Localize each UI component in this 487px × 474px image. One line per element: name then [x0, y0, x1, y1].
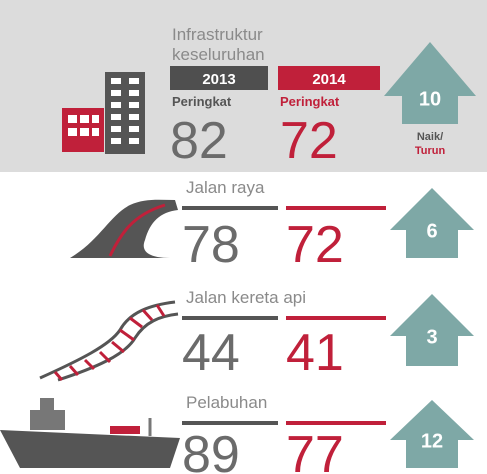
rank-2014: 77 — [286, 426, 344, 474]
ship-icon — [0, 398, 180, 468]
year-label: 2014 — [312, 71, 346, 88]
rank-2014: 72 — [286, 216, 344, 274]
legend-up: Naik/ — [417, 131, 443, 143]
rail-icon — [40, 302, 178, 380]
rank-2013: 44 — [182, 324, 240, 382]
change-value: 3 — [426, 326, 437, 348]
row-label: Jalan kereta api — [186, 288, 306, 307]
rank-label: Peringkat — [280, 94, 340, 109]
row-label: Jalan raya — [186, 178, 265, 197]
change-value: 10 — [419, 88, 441, 110]
change-value: 6 — [426, 220, 437, 242]
rank-2014: 41 — [286, 324, 344, 382]
rank-label: Peringkat — [172, 94, 232, 109]
row: Pelabuhan 89 77 12 — [182, 393, 474, 474]
road-icon — [70, 200, 178, 258]
row: Jalan raya 78 72 6 — [182, 178, 474, 274]
year-label: 2013 — [202, 71, 235, 88]
rank-2013: 89 — [182, 426, 240, 474]
row: Jalan kereta api 44 41 3 — [182, 288, 474, 382]
overall-title: Infrastruktur — [172, 25, 263, 44]
rank-2014: 72 — [280, 112, 338, 170]
rank-2013: 82 — [170, 112, 228, 170]
infographic: Infrastruktur keseluruhan 2013 2014 Peri… — [0, 0, 487, 474]
rank-2013: 78 — [182, 216, 240, 274]
overall-title: keseluruhan — [172, 45, 265, 64]
row-label: Pelabuhan — [186, 393, 267, 412]
change-value: 12 — [421, 430, 443, 452]
legend-down: Turun — [415, 145, 446, 157]
